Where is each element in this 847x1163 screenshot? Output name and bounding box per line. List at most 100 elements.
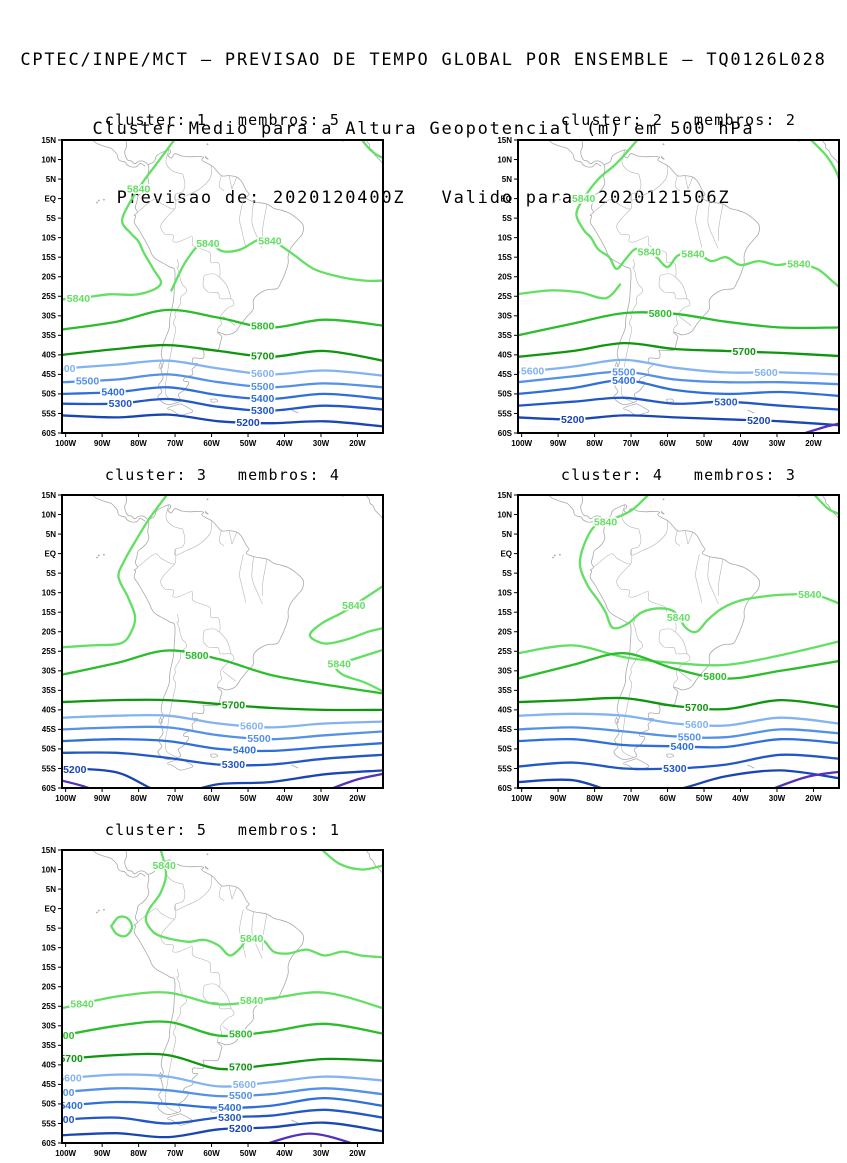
contour-5840	[63, 991, 382, 1010]
contour-label-5840: 5840	[638, 247, 662, 259]
lat-tick-label: 15N	[41, 136, 56, 145]
map-svg-5: 5840 5840 5840 5840 5800 5800 5700 5700 5600 5600…	[41, 846, 384, 1158]
contour-label-5400: 5400	[218, 1102, 242, 1114]
lon-tick-label: 60W	[659, 439, 676, 448]
contour-label-5600: 5600	[58, 1073, 82, 1085]
contour-label-5700: 5700	[59, 1053, 83, 1065]
lat-tick-label: EQ	[500, 194, 512, 203]
lat-tick-label: 20S	[42, 983, 57, 992]
geography-outline	[93, 496, 382, 771]
lat-tick-label: 15S	[42, 963, 57, 972]
axis-ticks: 15N 10N 5N EQ 5S 10S 15S 20S 25S 30S 35S 40S 45S 50S 5…	[497, 136, 822, 448]
lon-tick-label: 100W	[55, 794, 76, 803]
lon-tick-label: 20W	[805, 794, 822, 803]
lat-tick-label: 5S	[46, 569, 56, 578]
lat-tick-label: 10S	[498, 233, 513, 242]
contour-5200	[63, 767, 382, 787]
contour-label-5400: 5400	[670, 741, 694, 753]
chart-header: CPTEC/INPE/MCT — PREVISAO DE TEMPO GLOBA…	[0, 3, 847, 233]
contour-5500	[63, 373, 382, 389]
lat-tick-label: 60S	[42, 784, 57, 793]
contour-5840	[321, 851, 382, 871]
map-svg-3: 58405840580057005600550054005300520015N1…	[41, 491, 384, 803]
lon-tick-label: 100W	[511, 439, 532, 448]
contour-5300	[63, 1108, 382, 1125]
contour-5840	[109, 915, 134, 938]
header-line-2: Cluster Medio para a Altura Geopotencial…	[92, 119, 755, 139]
contour-5100	[332, 772, 382, 787]
lon-tick-label: 40W	[732, 439, 749, 448]
contour-label-5840: 5840	[681, 248, 705, 260]
contour-label-5840: 5840	[342, 600, 366, 612]
contour-5700	[63, 698, 382, 712]
contour-5840	[170, 237, 382, 292]
lon-tick-label: 80W	[130, 794, 147, 803]
lat-tick-label: 30S	[498, 312, 513, 321]
lon-tick-label: 100W	[55, 1149, 76, 1158]
lon-tick-label: 50W	[240, 439, 257, 448]
panel-title-2: cluster: 2 membros: 2	[560, 111, 797, 129]
contour-label-5840: 5840	[798, 589, 822, 601]
lat-tick-label: 35S	[42, 686, 57, 695]
lat-tick-label: 50S	[42, 745, 57, 754]
contour-label-5300: 5300	[218, 1112, 242, 1124]
lon-tick-label: 70W	[167, 1149, 184, 1158]
lon-tick-label: 60W	[203, 439, 220, 448]
contour-5700	[63, 343, 382, 362]
contour-5200	[519, 769, 838, 787]
contour-5700	[519, 341, 838, 358]
lat-tick-label: 15N	[41, 491, 56, 500]
lat-tick-label: 10S	[42, 588, 57, 597]
lat-tick-label: 10N	[41, 865, 56, 874]
lon-tick-label: 60W	[203, 1149, 220, 1158]
lon-tick-label: 50W	[696, 794, 713, 803]
contour-label-5700: 5700	[685, 702, 709, 714]
contour-label-5500: 5500	[678, 731, 702, 743]
contour-5300	[519, 753, 838, 771]
lat-tick-label: 5N	[46, 885, 56, 894]
contour-label-5300: 5300	[251, 405, 275, 417]
lat-tick-label: 60S	[498, 429, 513, 438]
contour-5800	[519, 652, 838, 680]
contour-lines	[519, 496, 838, 787]
lat-tick-label: 40S	[42, 351, 57, 360]
contour-5840	[575, 141, 838, 288]
panel-title-3: cluster: 3 membros: 4	[104, 466, 341, 484]
contour-lines	[63, 141, 382, 428]
contour-5500	[63, 1087, 382, 1098]
contour-5200	[519, 414, 838, 427]
lat-tick-label: 35S	[498, 686, 513, 695]
contour-label-5840: 5840	[572, 193, 596, 205]
contour-5100	[774, 770, 838, 787]
lat-tick-label: 20S	[42, 628, 57, 637]
lat-tick-label: 55S	[498, 764, 513, 773]
contour-5840	[810, 141, 838, 180]
lat-tick-label: 50S	[42, 390, 57, 399]
lat-tick-label: 30S	[42, 1022, 57, 1031]
contour-label-5800: 5800	[51, 1030, 75, 1042]
panel-title-4: cluster: 4 membros: 3	[560, 466, 797, 484]
lat-tick-label: 40S	[498, 706, 513, 715]
lon-tick-label: 30W	[313, 439, 330, 448]
contour-5840	[63, 141, 175, 301]
lat-tick-label: 60S	[42, 1139, 57, 1148]
contour-5800	[519, 311, 838, 337]
lon-tick-label: 90W	[550, 439, 567, 448]
lon-tick-label: 50W	[696, 439, 713, 448]
lon-tick-label: 40W	[732, 794, 749, 803]
contour-5400	[63, 1096, 382, 1110]
lat-tick-label: 15S	[42, 608, 57, 617]
contour-5840	[144, 851, 382, 959]
contour-label-5840: 5840	[196, 238, 220, 250]
map-frame	[517, 139, 840, 434]
contour-label-5500: 5500	[76, 376, 100, 388]
contour-label-5840: 5840	[152, 860, 176, 872]
lon-tick-label: 70W	[167, 794, 184, 803]
contour-label-5500: 5500	[51, 1087, 75, 1099]
lat-tick-label: 55S	[42, 1119, 57, 1128]
contour-5700	[63, 1052, 382, 1071]
lon-tick-label: 20W	[349, 794, 366, 803]
lat-tick-label: 5S	[46, 214, 56, 223]
lat-tick-label: 25S	[42, 1002, 57, 1011]
contour-label-5500: 5500	[612, 366, 636, 378]
